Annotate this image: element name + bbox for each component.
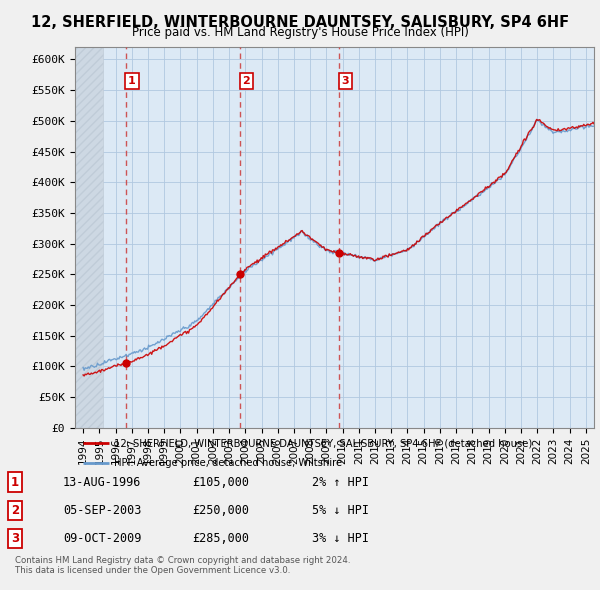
Text: 05-SEP-2003: 05-SEP-2003 bbox=[63, 504, 142, 517]
Text: 2: 2 bbox=[242, 76, 250, 86]
Text: 12, SHERFIELD, WINTERBOURNE DAUNTSEY, SALISBURY, SP4 6HF (detached house): 12, SHERFIELD, WINTERBOURNE DAUNTSEY, SA… bbox=[114, 438, 532, 448]
Text: £250,000: £250,000 bbox=[192, 504, 249, 517]
Text: HPI: Average price, detached house, Wiltshire: HPI: Average price, detached house, Wilt… bbox=[114, 458, 342, 468]
Text: 5% ↓ HPI: 5% ↓ HPI bbox=[312, 504, 369, 517]
Text: 3: 3 bbox=[11, 532, 19, 545]
Text: Contains HM Land Registry data © Crown copyright and database right 2024.
This d: Contains HM Land Registry data © Crown c… bbox=[15, 556, 350, 575]
Text: 2% ↑ HPI: 2% ↑ HPI bbox=[312, 476, 369, 489]
Text: 3% ↓ HPI: 3% ↓ HPI bbox=[312, 532, 369, 545]
Text: 09-OCT-2009: 09-OCT-2009 bbox=[63, 532, 142, 545]
Text: 1: 1 bbox=[11, 476, 19, 489]
Text: 1: 1 bbox=[128, 76, 136, 86]
Text: 3: 3 bbox=[341, 76, 349, 86]
Text: 12, SHERFIELD, WINTERBOURNE DAUNTSEY, SALISBURY, SP4 6HF: 12, SHERFIELD, WINTERBOURNE DAUNTSEY, SA… bbox=[31, 15, 569, 30]
Text: Price paid vs. HM Land Registry's House Price Index (HPI): Price paid vs. HM Land Registry's House … bbox=[131, 26, 469, 39]
Text: £285,000: £285,000 bbox=[192, 532, 249, 545]
Text: £105,000: £105,000 bbox=[192, 476, 249, 489]
Bar bbox=[75, 47, 103, 428]
Text: 13-AUG-1996: 13-AUG-1996 bbox=[63, 476, 142, 489]
Text: 2: 2 bbox=[11, 504, 19, 517]
